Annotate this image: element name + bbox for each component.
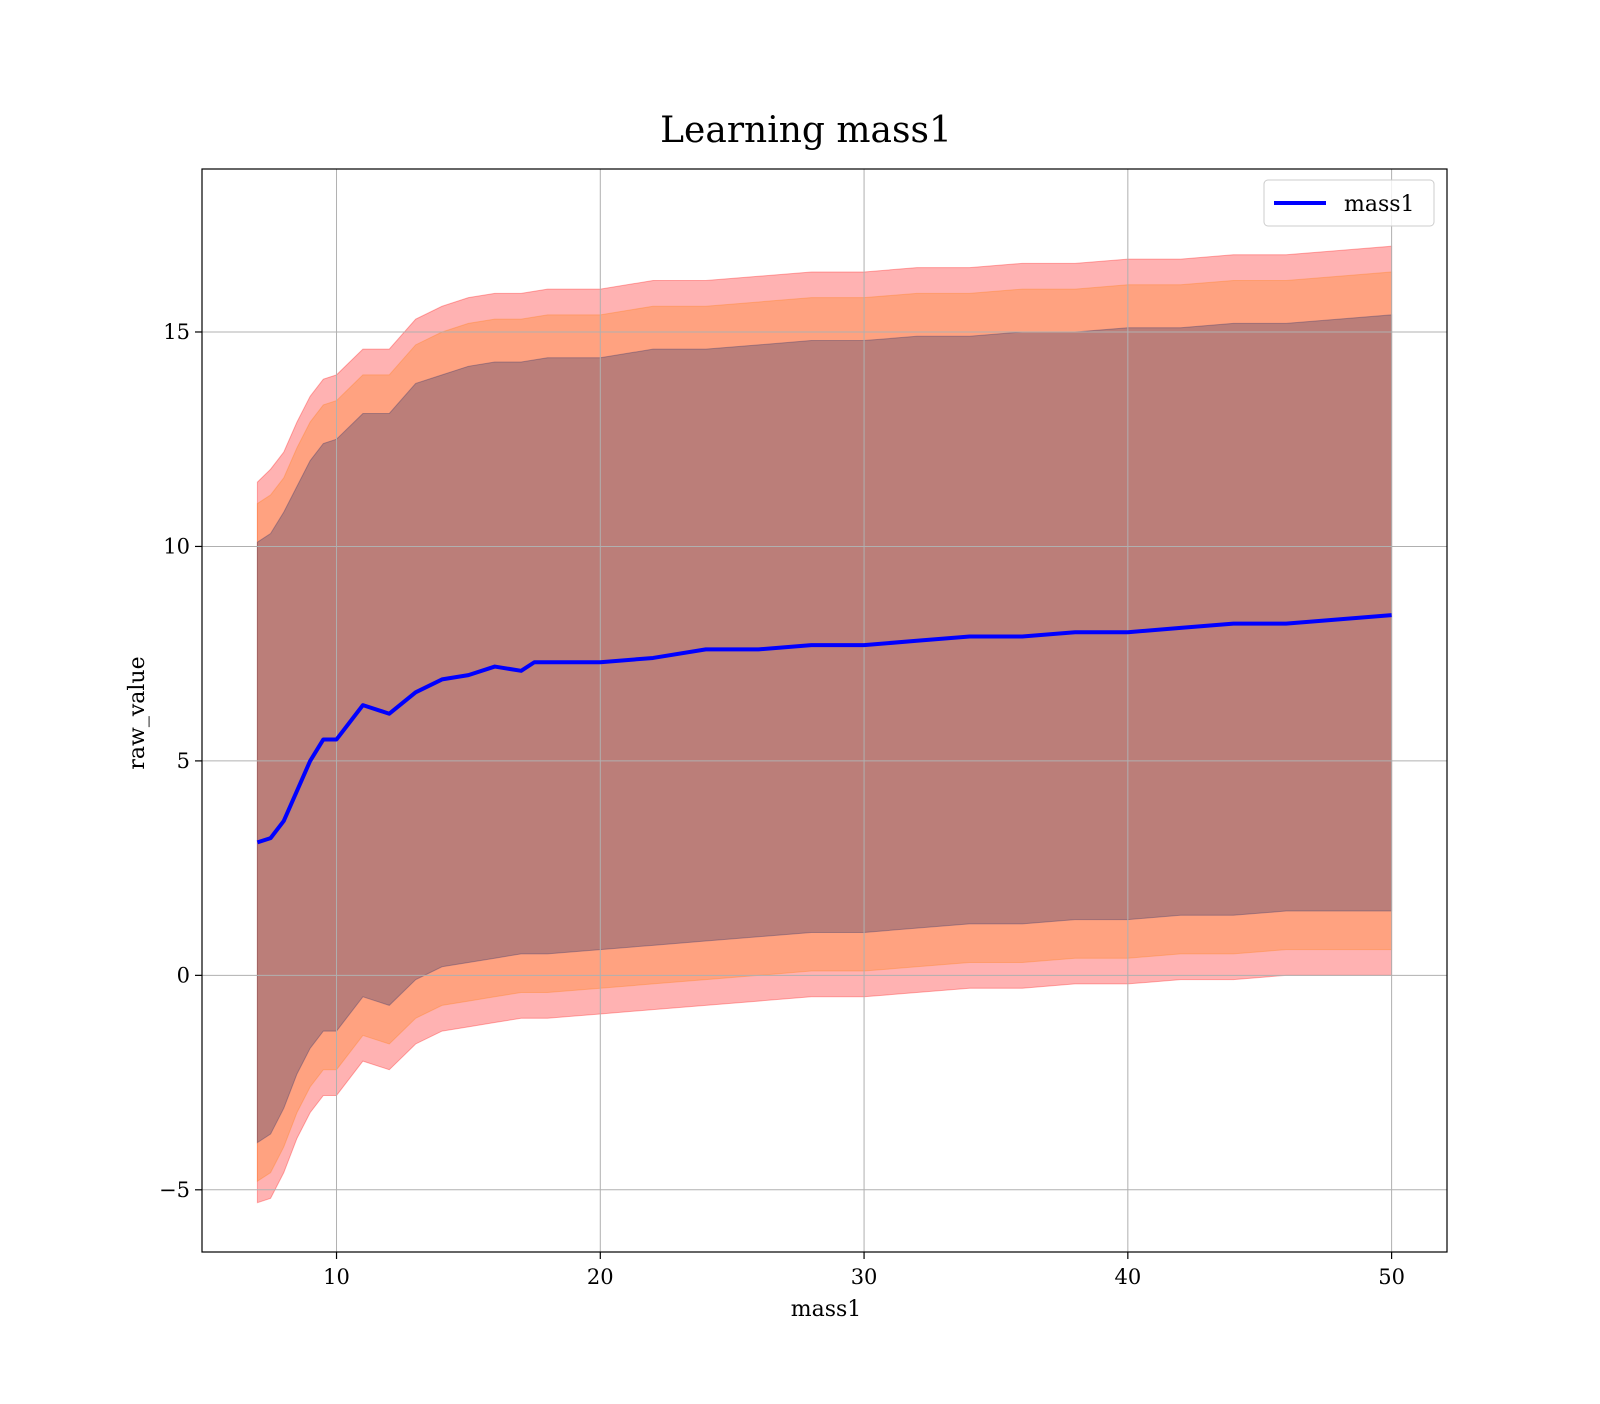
y-tick-label: −5 xyxy=(159,1178,190,1202)
legend-label: mass1 xyxy=(1344,192,1415,217)
y-tick-label: 10 xyxy=(163,534,190,558)
chart-title: Learning mass1 xyxy=(660,110,952,151)
y-axis-label: raw_value xyxy=(125,656,150,769)
y-tick-label: 0 xyxy=(177,963,190,987)
y-tick-label: 5 xyxy=(177,749,190,773)
x-tick-label: 40 xyxy=(1114,1265,1141,1289)
legend: mass1 xyxy=(1264,180,1434,226)
y-tick-label: 15 xyxy=(163,320,190,344)
x-tick-label: 20 xyxy=(587,1265,614,1289)
x-tick-label: 10 xyxy=(323,1265,350,1289)
x-axis-label: mass1 xyxy=(791,1297,862,1322)
x-tick-label: 30 xyxy=(851,1265,878,1289)
x-tick-label: 50 xyxy=(1378,1265,1405,1289)
